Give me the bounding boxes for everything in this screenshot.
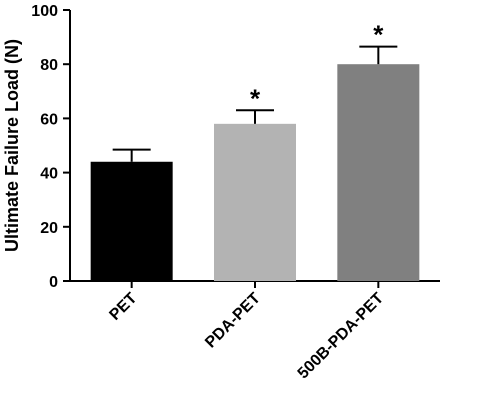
y-axis-title: Ultimate Failure Load (N) bbox=[2, 39, 22, 252]
x-tick-label: 500B-PDA-PET bbox=[295, 290, 388, 383]
y-axis: 0 20 40 60 80 100 bbox=[31, 3, 71, 291]
x-tick-label: PET bbox=[106, 290, 140, 324]
significance-marker: * bbox=[373, 20, 384, 50]
bars: ** bbox=[90, 20, 420, 281]
bar-pda-pet bbox=[214, 123, 296, 281]
bar-pet bbox=[90, 161, 173, 281]
y-tick-label: 100 bbox=[31, 3, 58, 20]
bar-500b-pda-pet bbox=[337, 64, 420, 281]
y-tick-label: 0 bbox=[49, 274, 58, 291]
y-tick-label: 20 bbox=[40, 220, 58, 237]
x-axis: PET PDA-PET 500B-PDA-PET bbox=[69, 280, 440, 383]
y-tick-label: 40 bbox=[40, 166, 58, 183]
y-tick-label: 80 bbox=[40, 57, 58, 74]
x-tick-label: PDA-PET bbox=[202, 290, 264, 352]
y-tick-label: 60 bbox=[40, 111, 58, 128]
significance-marker: * bbox=[250, 83, 261, 113]
